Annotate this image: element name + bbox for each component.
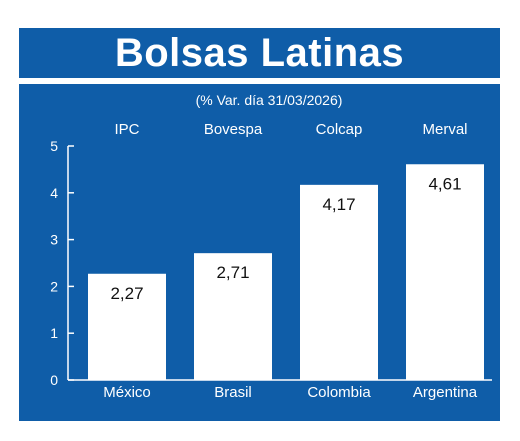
- y-tick-label: 0: [50, 372, 58, 388]
- value-label: 2,27: [110, 284, 143, 303]
- y-tick-label: 4: [50, 185, 58, 201]
- y-tick-label: 2: [50, 278, 58, 294]
- y-tick-label: 3: [50, 232, 58, 248]
- index-label: Colcap: [316, 121, 363, 138]
- bar-chart: (% Var. día 31/03/2026) 0 1 2 3 4 5 2,27 IPC Mé…: [50, 92, 492, 401]
- chart-subtitle: (% Var. día 31/03/2026): [196, 92, 343, 108]
- category-label: Colombia: [307, 384, 371, 401]
- bar-méxico: [88, 273, 166, 380]
- bars: [88, 164, 484, 380]
- category-label: Brasil: [214, 384, 252, 401]
- index-label: Merval: [422, 121, 467, 138]
- y-tick-label: 5: [50, 138, 58, 154]
- index-label: Bovespa: [204, 121, 263, 138]
- category-label: Argentina: [413, 384, 478, 401]
- bar-colombia: [300, 184, 378, 380]
- bar-brasil: [194, 253, 272, 380]
- chart-title: Bolsas Latinas: [19, 28, 500, 78]
- labels: 2,27 IPC México 2,71 Bovespa Brasil 4,17 Colcap…: [103, 121, 478, 401]
- value-label: 2,71: [216, 263, 249, 282]
- y-tick-label: 1: [50, 325, 58, 341]
- value-label: 4,17: [322, 195, 355, 214]
- value-label: 4,61: [428, 174, 461, 193]
- category-label: México: [103, 384, 151, 401]
- chart-panel: (% Var. día 31/03/2026) 0 1 2 3 4 5 2,27 IPC Mé…: [19, 84, 500, 421]
- index-label: IPC: [114, 121, 139, 138]
- bar-argentina: [406, 164, 484, 380]
